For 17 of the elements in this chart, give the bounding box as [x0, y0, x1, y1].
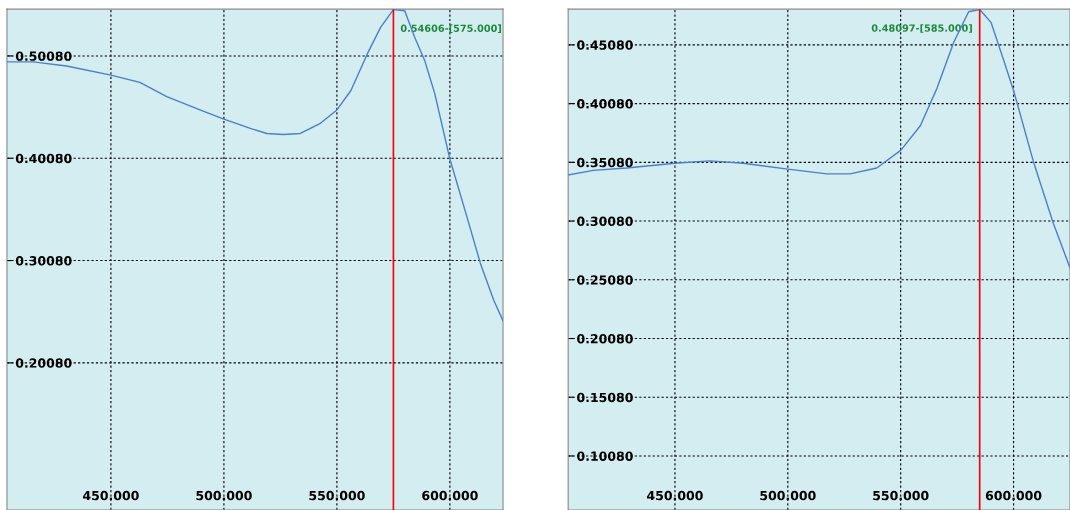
y-tick-label: 0.20080 [577, 333, 633, 344]
y-tick-label: 0.40080 [15, 153, 72, 164]
y-tick-label: 0.20080 [15, 358, 72, 368]
y-tick-label: 0.30080 [577, 216, 633, 226]
y-tick-label: 0.50080 [15, 51, 72, 61]
y-tick-label: 0.10080 [577, 451, 633, 461]
x-tick-label: 550.000 [309, 490, 365, 501]
x-tick-label: 500.000 [760, 490, 816, 501]
x-tick-label: 600.000 [985, 490, 1042, 501]
x-tick-label: 450.000 [647, 490, 703, 501]
y-tick-label: 0.45080 [577, 40, 633, 50]
x-tick-label: 450.000 [83, 490, 139, 501]
y-tick-label: 0.15080 [577, 392, 633, 403]
x-tick-label: 550.000 [873, 490, 929, 501]
x-tick-label: 500.000 [196, 490, 252, 501]
x-tick-label: 600.000 [422, 490, 478, 501]
y-tick-label: 0.25080 [577, 275, 633, 285]
